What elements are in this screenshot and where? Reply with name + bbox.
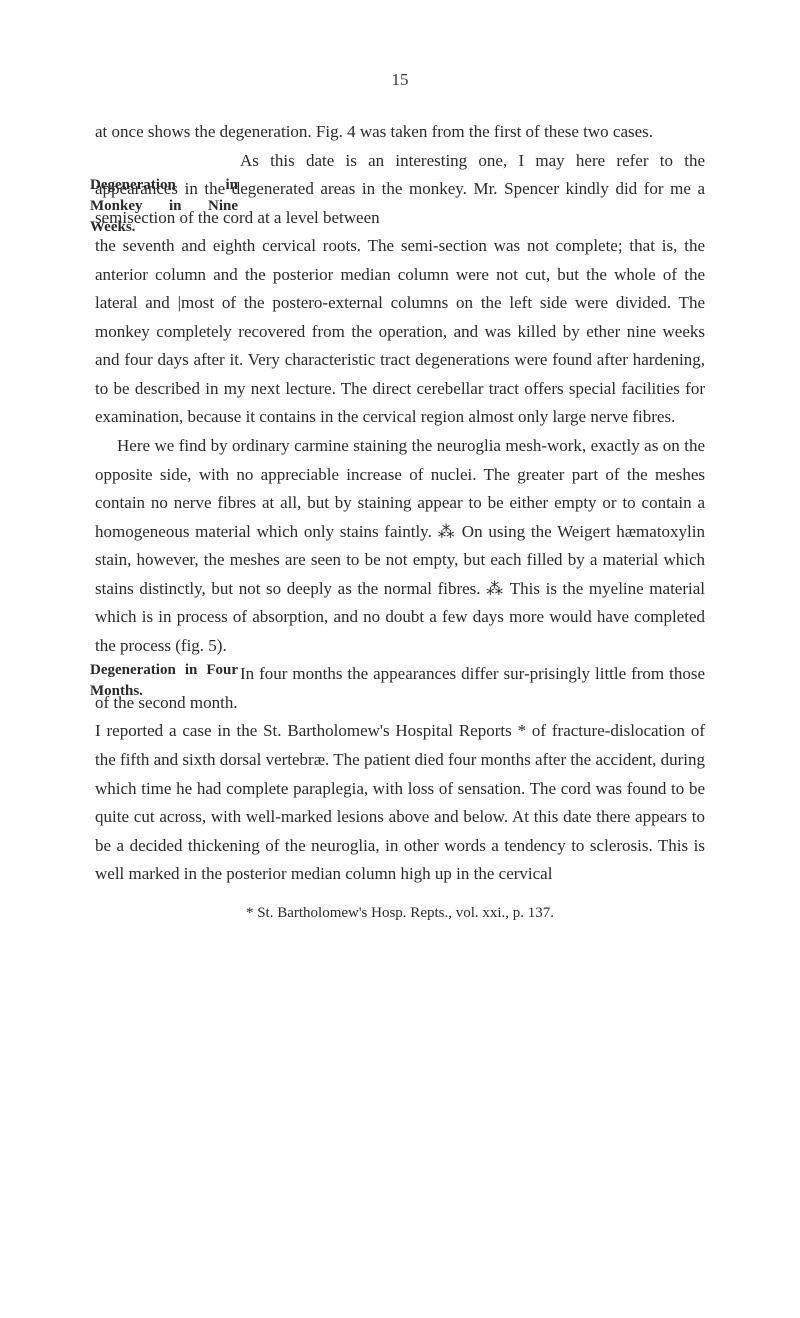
paragraph-4-rest: I reported a case in the St. Bartholomew… [95, 717, 705, 888]
paragraph-4-with-label: Degeneration in Four Months. In four mon… [95, 660, 705, 717]
page-number: 15 [95, 70, 705, 90]
paragraph-3: Here we find by ordinary carmine stainin… [95, 432, 705, 660]
body-text-block: at once shows the degeneration. Fig. 4 w… [95, 118, 705, 926]
margin-label-months: Degeneration in Four Months. [90, 660, 238, 702]
margin-label-weeks: Degeneration in Monkey in Nine Weeks. [90, 175, 238, 238]
paragraph-2-with-label: Degeneration in Monkey in Nine Weeks. As… [95, 147, 705, 233]
page-container: 15 at once shows the degeneration. Fig. … [0, 0, 800, 986]
footnote: * St. Bartholomew's Hosp. Repts., vol. x… [95, 901, 705, 926]
paragraph-2-rest: the seventh and eighth cervical roots. T… [95, 232, 705, 432]
paragraph-1: at once shows the degeneration. Fig. 4 w… [95, 118, 705, 147]
